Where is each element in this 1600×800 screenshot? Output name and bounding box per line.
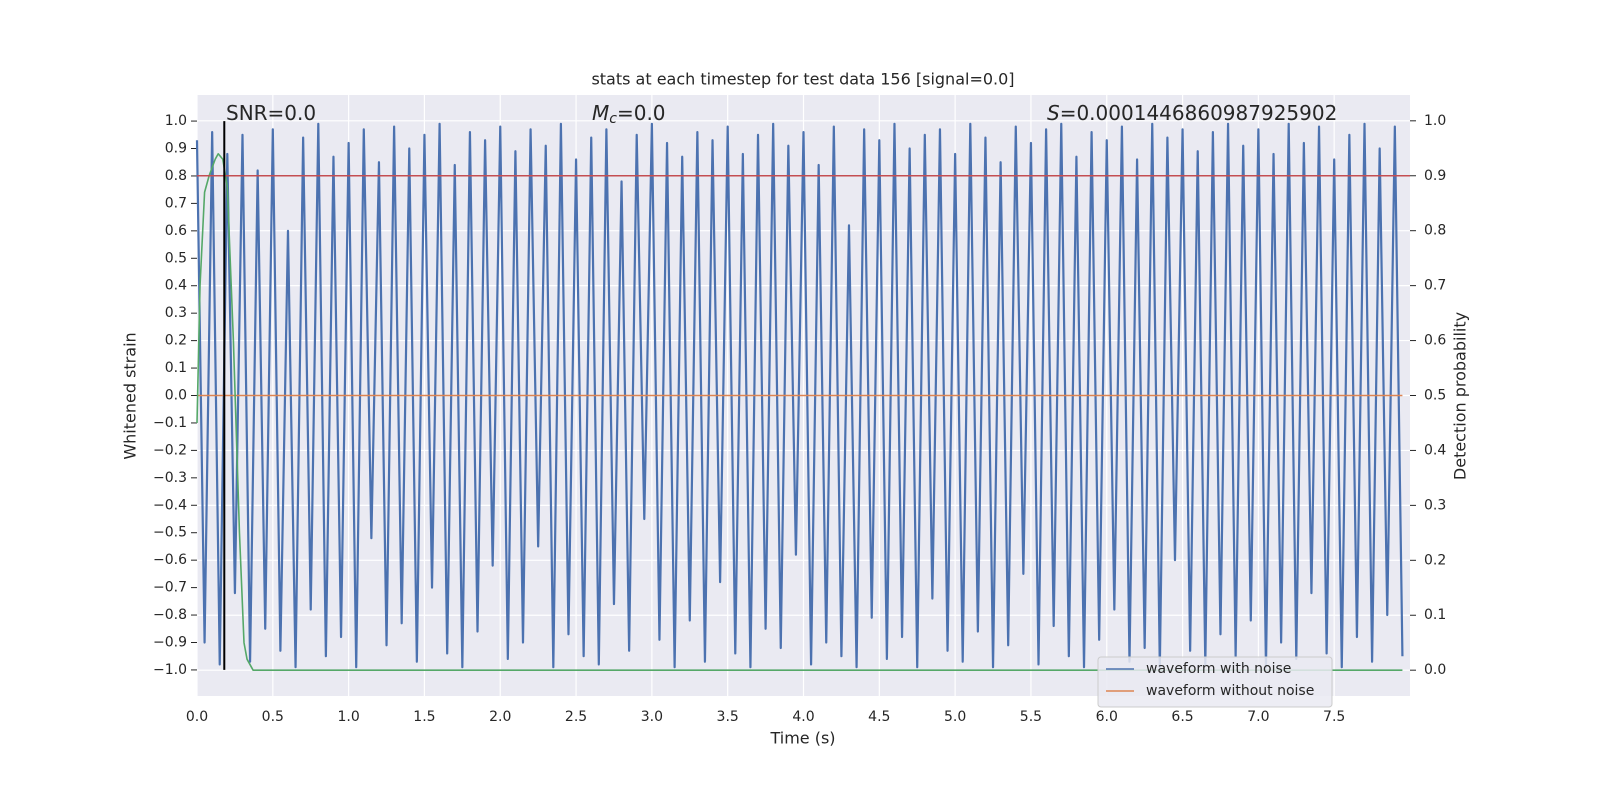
legend-label: waveform with noise [1146, 661, 1291, 677]
y2-tick-label: 0.6 [1424, 333, 1446, 349]
y-tick-label: 0.8 [165, 168, 187, 184]
y-tick-label: 0.6 [165, 223, 187, 239]
annotation: Mc=0.0 [592, 101, 666, 128]
legend-box [1097, 656, 1333, 708]
y-tick-label: 0.0 [165, 388, 187, 404]
y-tick-label: −0.8 [153, 607, 187, 623]
legend-label: waveform without noise [1146, 683, 1314, 699]
x-axis-label: Time (s) [769, 729, 835, 748]
x-tick-label: 7.0 [1247, 709, 1269, 725]
y-tick-label: −0.2 [153, 442, 187, 458]
y-axis-label: Whitened strain [121, 332, 140, 459]
x-tick-label: 3.5 [717, 709, 739, 725]
y-tick-label: −0.3 [153, 470, 187, 486]
y2-tick-label: 0.2 [1424, 552, 1446, 568]
annotation-text: M [592, 101, 609, 125]
annotation-sub: c [609, 111, 617, 127]
y2-tick-label: 0.0 [1424, 662, 1446, 678]
x-tick-label: 5.5 [1020, 709, 1042, 725]
x-tick-label: 4.5 [868, 709, 890, 725]
data-line [195, 122, 1404, 669]
y-tick-label: 0.4 [165, 278, 187, 294]
x-tick-label: 0.5 [262, 709, 284, 725]
y-tick-label: −0.5 [153, 525, 187, 541]
x-tick-label: 3.0 [641, 709, 663, 725]
x-tick-label: 1.5 [413, 709, 435, 725]
x-tick-label: 6.0 [1096, 709, 1118, 725]
y-tick-label: 0.9 [165, 141, 187, 157]
annotation: SNR=0.0 [226, 101, 316, 125]
annotation-text: S [1047, 101, 1060, 125]
data-line [196, 152, 1403, 671]
y2-tick-label: 0.9 [1424, 168, 1446, 184]
x-tick-label: 7.5 [1323, 709, 1345, 725]
x-tick-label: 6.5 [1171, 709, 1193, 725]
y-tick-label: 1.0 [165, 113, 187, 129]
chart-title: stats at each timestep for test data 156… [591, 70, 1014, 89]
y-tick-label: 0.7 [165, 195, 187, 211]
x-tick-label: 4.0 [792, 709, 814, 725]
y2-tick-label: 0.5 [1424, 388, 1446, 404]
x-tick-label: 1.0 [337, 709, 359, 725]
y2-tick-label: 0.7 [1424, 278, 1446, 294]
y-tick-label: 0.1 [165, 360, 187, 376]
y-tick-label: −0.1 [153, 415, 187, 431]
y-tick-label: 0.2 [165, 333, 187, 349]
y2-tick-label: 0.4 [1424, 442, 1446, 458]
y2-tick-label: 0.8 [1424, 223, 1446, 239]
y2-tick-label: 0.3 [1424, 497, 1446, 513]
y-tick-label: −0.7 [153, 580, 187, 596]
y-tick-label: 0.3 [165, 305, 187, 321]
x-tick-label: 2.0 [489, 709, 511, 725]
y-tick-label: −0.4 [153, 497, 187, 513]
y2-axis-label: Detection probability [1451, 312, 1470, 480]
y-tick-label: 0.5 [165, 250, 187, 266]
x-tick-label: 0.0 [186, 709, 208, 725]
y-tick-label: −0.6 [153, 552, 187, 568]
y-tick-label: −1.0 [153, 662, 187, 678]
x-tick-label: 2.5 [565, 709, 587, 725]
y2-tick-label: 0.1 [1424, 607, 1446, 623]
annotation: S=0.0001446860987925902 [1047, 101, 1337, 125]
x-tick-label: 5.0 [944, 709, 966, 725]
annotation-rest: =0.0001446860987925902 [1060, 101, 1338, 125]
y2-tick-label: 1.0 [1424, 113, 1446, 129]
y-tick-label: −0.9 [153, 634, 187, 650]
annotation-text: SNR=0.0 [226, 101, 316, 125]
annotation-rest: =0.0 [617, 101, 666, 125]
